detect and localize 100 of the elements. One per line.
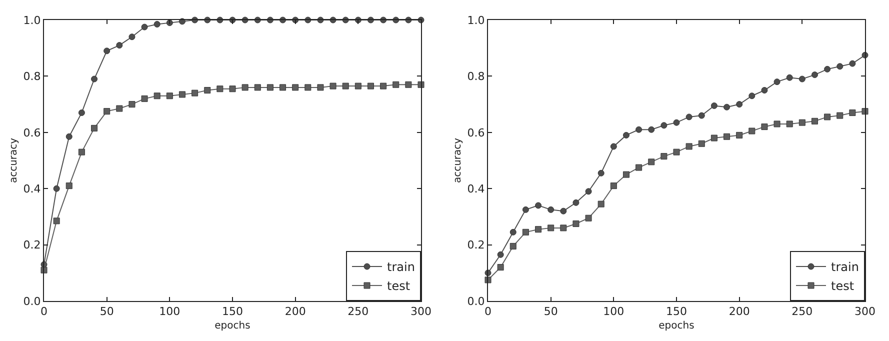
point (748, 92, 756, 100)
point (811, 72, 818, 78)
point (304, 84, 312, 91)
point (824, 114, 831, 120)
point (229, 86, 236, 92)
point (836, 63, 844, 70)
x-axis-title: epochs (214, 320, 250, 332)
point (660, 153, 668, 160)
legend-label: train (831, 260, 859, 274)
point (104, 48, 110, 54)
point (405, 81, 412, 88)
y-axis-title: accuracy (452, 138, 464, 184)
x-tick-label: 300 (410, 305, 432, 318)
point (116, 42, 123, 49)
point (40, 266, 48, 274)
y-tick-label: 0.6 (467, 126, 485, 140)
x-tick-label: 250 (348, 305, 369, 318)
x-tick-label: 300 (854, 305, 876, 318)
point (242, 84, 248, 91)
point (710, 134, 718, 142)
point (497, 264, 504, 271)
point (317, 84, 324, 91)
x-axis-title: epochs (658, 320, 694, 332)
point (598, 200, 604, 208)
point (116, 105, 123, 112)
point (216, 86, 224, 92)
point (686, 114, 692, 120)
point (849, 60, 856, 67)
point (648, 126, 655, 133)
point (798, 76, 806, 82)
point (254, 84, 261, 91)
y-axis-title: accuracy (8, 138, 20, 184)
point (798, 119, 806, 126)
point (673, 119, 680, 126)
point (585, 214, 592, 222)
point (736, 101, 743, 108)
point (367, 82, 374, 90)
x-tick-label: 50 (544, 305, 558, 318)
point (418, 81, 424, 88)
point (610, 143, 617, 150)
y-tick-label: 0.0 (23, 294, 41, 308)
point (610, 182, 617, 190)
x-tick-label: 150 (666, 305, 687, 318)
x-tick-label: 200 (284, 305, 306, 318)
point (560, 208, 567, 214)
y-tick-label: 0.8 (467, 70, 485, 84)
point (660, 122, 668, 129)
point (66, 133, 72, 140)
legend-label: test (831, 279, 854, 294)
x-tick-label: 0 (484, 305, 492, 318)
point (53, 185, 60, 192)
point (141, 24, 148, 30)
point (380, 82, 387, 90)
point (192, 90, 198, 96)
x-tick-label: 100 (159, 305, 180, 318)
point (522, 206, 529, 213)
y-tick-label: 0.4 (23, 182, 41, 196)
y-tick-label: 0.2 (23, 238, 41, 252)
point (598, 170, 604, 176)
point (724, 133, 730, 140)
point (392, 81, 400, 88)
y-tick-label: 0.4 (467, 182, 485, 196)
point (548, 206, 554, 213)
y-tick-label: 1.0 (467, 14, 485, 27)
point (484, 276, 492, 284)
point (91, 76, 98, 82)
point (128, 34, 136, 40)
point (736, 132, 743, 138)
y-tick-label: 0.6 (23, 126, 41, 140)
point (53, 218, 60, 224)
point (510, 242, 516, 250)
point (66, 182, 72, 190)
y-tick-label: 1.0 (23, 14, 41, 27)
point (774, 120, 780, 128)
point (78, 148, 85, 156)
point (292, 84, 299, 91)
point (141, 95, 148, 102)
x-tick-label: 100 (603, 305, 624, 318)
point (686, 143, 692, 150)
point (774, 78, 780, 86)
x-tick-label: 150 (222, 305, 243, 318)
point (622, 171, 630, 178)
point (636, 126, 642, 133)
point (104, 108, 110, 115)
point (724, 104, 730, 110)
point (673, 148, 680, 156)
point (862, 108, 868, 115)
point (572, 199, 580, 206)
point (710, 102, 718, 109)
point (698, 140, 705, 147)
point (636, 164, 642, 171)
point (154, 20, 160, 28)
point (548, 224, 554, 232)
point (204, 87, 211, 94)
x-tick-label: 200 (728, 305, 750, 318)
point (497, 251, 504, 258)
point (330, 82, 336, 90)
legend-label: train (387, 260, 415, 274)
point (280, 84, 286, 91)
point (178, 91, 186, 98)
